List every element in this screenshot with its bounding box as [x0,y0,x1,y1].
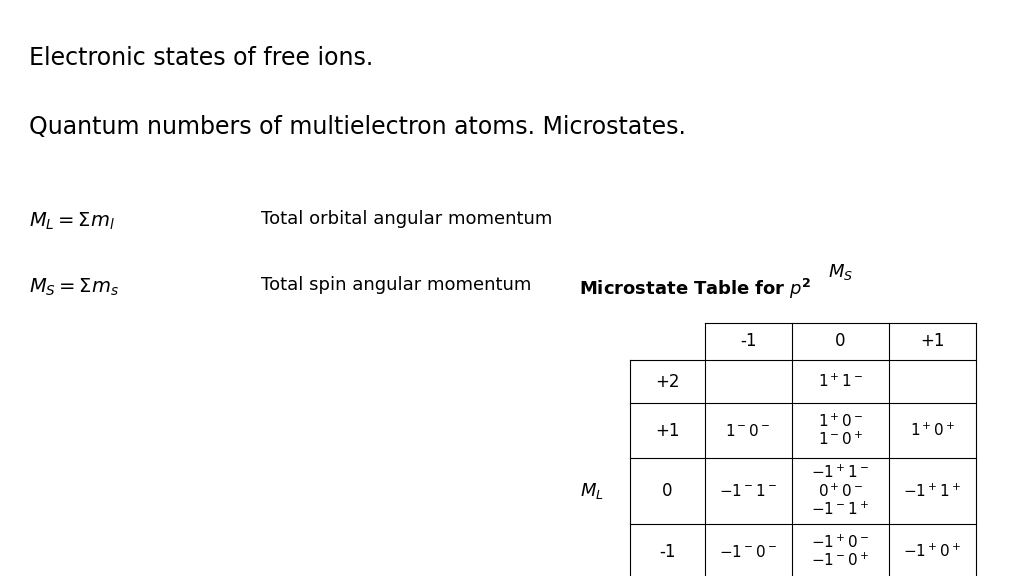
Text: $M_L$: $M_L$ [581,481,604,501]
Text: $-1^-1^+$: $-1^-1^+$ [811,501,869,518]
Text: $M_S$: $M_S$ [827,262,853,282]
Text: $-1^-0^-$: $-1^-0^-$ [719,544,777,559]
Text: -1: -1 [658,543,676,560]
Text: Quantum numbers of multielectron atoms. Microstates.: Quantum numbers of multielectron atoms. … [29,115,685,139]
Text: 0: 0 [662,482,673,500]
Text: $-1^+0^-$: $-1^+0^-$ [811,533,869,551]
Text: $0^+0^-$: $0^+0^-$ [817,482,863,500]
Text: $1^-0^+$: $1^-0^+$ [817,431,863,449]
Text: +1: +1 [921,332,944,350]
Text: -1: -1 [739,332,757,350]
Text: Total orbital angular momentum: Total orbital angular momentum [261,210,553,228]
Text: $-1^+1^+$: $-1^+1^+$ [903,482,962,500]
Text: $1^+0^-$: $1^+0^-$ [817,412,863,430]
Text: $M_S = \Sigma m_s$: $M_S = \Sigma m_s$ [29,276,119,298]
Text: 0: 0 [835,332,846,350]
Text: Electronic states of free ions.: Electronic states of free ions. [29,46,373,70]
Text: +2: +2 [655,373,679,391]
Text: $-1^-0^+$: $-1^-0^+$ [811,552,869,570]
Text: $-1^-1^-$: $-1^-1^-$ [719,483,777,499]
Text: $1^+0^+$: $1^+0^+$ [909,422,955,439]
Text: $M_L = \Sigma m_l$: $M_L = \Sigma m_l$ [29,210,115,232]
Text: Total spin angular momentum: Total spin angular momentum [261,276,531,294]
Text: $-1^+0^+$: $-1^+0^+$ [903,543,962,560]
Text: +1: +1 [655,422,679,439]
Text: $\mathbf{Microstate\ Table\ for\ }$$\mathbf{\it{p}}$$\mathbf{^2}$: $\mathbf{Microstate\ Table\ for\ }$$\mat… [579,276,810,301]
Text: $-1^+1^-$: $-1^+1^-$ [811,464,869,482]
Text: $1^+1^-$: $1^+1^-$ [817,373,863,391]
Text: $1^-0^-$: $1^-0^-$ [725,423,771,438]
